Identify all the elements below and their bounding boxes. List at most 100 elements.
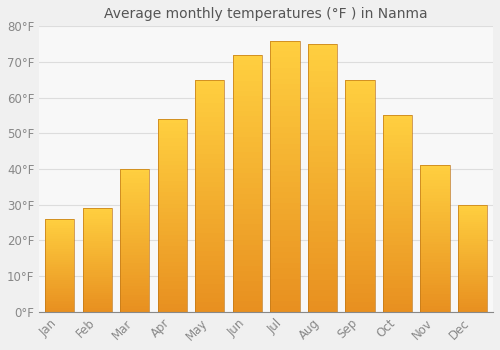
Bar: [120, 195, 150, 197]
Bar: [270, 258, 300, 263]
Bar: [308, 60, 337, 65]
Bar: [270, 154, 300, 160]
Bar: [232, 163, 262, 168]
Bar: [420, 209, 450, 212]
Bar: [270, 268, 300, 274]
Bar: [82, 210, 112, 212]
Bar: [420, 291, 450, 294]
Title: Average monthly temperatures (°F ) in Nanma: Average monthly temperatures (°F ) in Na…: [104, 7, 428, 21]
Bar: [383, 182, 412, 186]
Bar: [232, 224, 262, 230]
Bar: [232, 240, 262, 245]
Bar: [346, 298, 374, 302]
Bar: [195, 233, 224, 238]
Bar: [383, 257, 412, 261]
Bar: [158, 138, 187, 142]
Bar: [195, 94, 224, 98]
Bar: [45, 282, 74, 284]
Bar: [195, 89, 224, 94]
Bar: [420, 221, 450, 224]
Bar: [82, 285, 112, 287]
Bar: [458, 278, 487, 280]
Bar: [270, 106, 300, 111]
Bar: [158, 246, 187, 250]
Bar: [82, 244, 112, 246]
Bar: [308, 242, 337, 247]
Bar: [232, 70, 262, 75]
Bar: [308, 71, 337, 76]
Bar: [346, 159, 374, 163]
Bar: [308, 231, 337, 237]
Bar: [458, 209, 487, 211]
Bar: [82, 264, 112, 266]
Bar: [232, 260, 262, 266]
Bar: [270, 95, 300, 100]
Bar: [120, 223, 150, 226]
Bar: [346, 108, 374, 112]
Bar: [458, 243, 487, 245]
Bar: [420, 171, 450, 174]
Bar: [45, 219, 74, 312]
Bar: [458, 280, 487, 282]
Bar: [158, 192, 187, 196]
Bar: [270, 306, 300, 312]
Bar: [383, 276, 412, 280]
Bar: [232, 91, 262, 96]
Bar: [308, 167, 337, 173]
Bar: [458, 305, 487, 308]
Bar: [195, 80, 224, 312]
Bar: [458, 228, 487, 230]
Bar: [232, 286, 262, 291]
Bar: [195, 196, 224, 201]
Bar: [308, 285, 337, 290]
Bar: [120, 289, 150, 292]
Bar: [158, 142, 187, 146]
Bar: [458, 265, 487, 267]
Bar: [82, 295, 112, 297]
Bar: [195, 205, 224, 210]
Bar: [346, 224, 374, 228]
Bar: [270, 133, 300, 138]
Bar: [232, 55, 262, 60]
Bar: [45, 291, 74, 293]
Bar: [45, 248, 74, 251]
Bar: [458, 286, 487, 288]
Bar: [232, 80, 262, 86]
Bar: [195, 214, 224, 219]
Bar: [270, 41, 300, 46]
Bar: [270, 203, 300, 209]
Bar: [120, 209, 150, 212]
Bar: [82, 274, 112, 277]
Bar: [45, 262, 74, 264]
Bar: [346, 84, 374, 89]
Bar: [82, 237, 112, 239]
Bar: [120, 275, 150, 278]
Bar: [195, 307, 224, 312]
Bar: [270, 263, 300, 268]
Bar: [45, 278, 74, 280]
Bar: [195, 293, 224, 298]
Bar: [420, 288, 450, 291]
Bar: [308, 247, 337, 253]
Bar: [383, 139, 412, 143]
Bar: [82, 212, 112, 215]
Bar: [120, 278, 150, 280]
Bar: [82, 301, 112, 303]
Bar: [420, 227, 450, 230]
Bar: [458, 293, 487, 295]
Bar: [120, 283, 150, 286]
Bar: [195, 238, 224, 242]
Bar: [270, 160, 300, 165]
Bar: [308, 146, 337, 151]
Bar: [383, 131, 412, 135]
Bar: [195, 261, 224, 265]
Bar: [120, 169, 150, 312]
Bar: [120, 197, 150, 201]
Bar: [45, 284, 74, 286]
Bar: [346, 265, 374, 270]
Bar: [270, 73, 300, 78]
Bar: [308, 301, 337, 306]
Bar: [308, 92, 337, 98]
Bar: [383, 143, 412, 147]
Bar: [82, 215, 112, 217]
